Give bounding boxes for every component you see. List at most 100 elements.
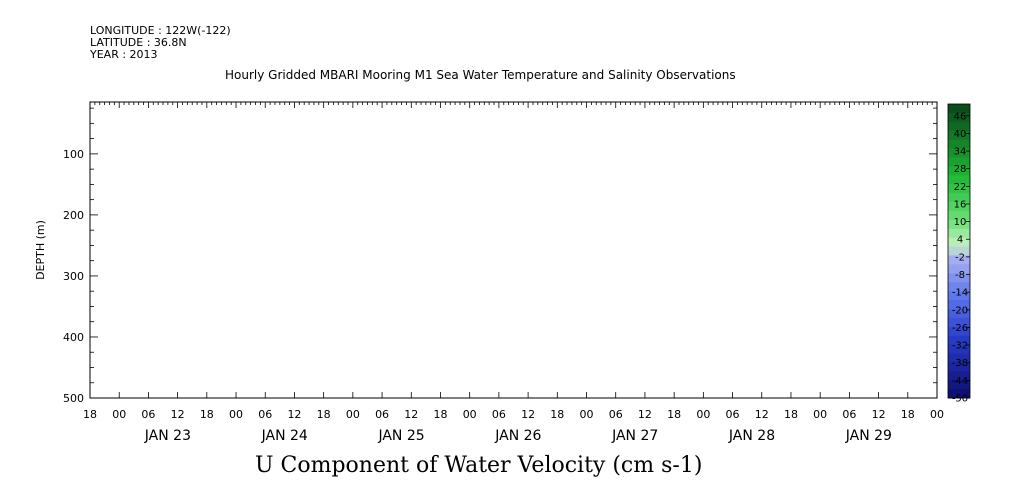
colorbar-bin — [948, 121, 970, 132]
x-hour-label: 18 — [200, 408, 214, 421]
colorbar-bin — [948, 264, 970, 274]
colorbar-label: 4 — [957, 235, 963, 246]
colorbar-label: 34 — [954, 147, 967, 158]
colorbar-bin — [948, 362, 970, 372]
x-hour-label: 12 — [521, 408, 535, 421]
colorbar-bin — [948, 317, 970, 328]
x-hour-label: 18 — [784, 408, 798, 421]
colorbar-label: 46 — [954, 111, 967, 122]
colorbar-bin — [948, 237, 970, 247]
x-day-label: JAN 27 — [611, 428, 658, 444]
y-tick-label: 200 — [63, 209, 84, 222]
colorbar-label: -44 — [952, 376, 968, 387]
colorbar-bin — [948, 210, 970, 221]
colorbar-label: -14 — [952, 288, 968, 299]
colorbar: 46 40 34 28 22 16 10 4 -2 -8 -14 -20 -26 -32 -38 -44 -50 — [947, 103, 971, 405]
colorbar-bin — [948, 246, 970, 256]
year-label: YEAR : 2013 — [90, 48, 158, 61]
colorbar-bin — [948, 193, 970, 203]
x-hour-label: 12 — [638, 408, 652, 421]
x-hour-label: 06 — [375, 408, 389, 421]
colorbar-label: 28 — [954, 164, 967, 175]
colorbar-bin — [948, 300, 970, 310]
colorbar-bin — [948, 130, 970, 141]
colorbar-bin — [948, 273, 970, 283]
x-hour-label: 06 — [842, 408, 856, 421]
plot-frame — [89, 101, 938, 399]
colorbar-frame — [947, 103, 971, 399]
x-hour-label: 12 — [171, 408, 185, 421]
x-hour-label: 06 — [609, 408, 623, 421]
x-hour-label: 12 — [287, 408, 301, 421]
colorbar-bin — [948, 371, 970, 381]
x-day-label: JAN 24 — [261, 428, 308, 444]
x-hour-label: 00 — [346, 408, 360, 421]
x-hour-label: 00 — [813, 408, 827, 421]
colorbar-label: -32 — [952, 341, 968, 352]
x-hour-label: 12 — [404, 408, 418, 421]
colorbar-bin — [948, 202, 970, 212]
colorbar-bin — [948, 157, 970, 167]
y-tick-label: 500 — [63, 392, 84, 405]
x-hour-label: 06 — [141, 408, 155, 421]
x-hour-label: 18 — [317, 408, 331, 421]
colorbar-bin — [948, 175, 970, 185]
colorbar-label: -50 — [952, 394, 968, 405]
x-hour-label: 06 — [726, 408, 740, 421]
colorbar-bin — [948, 291, 970, 301]
x-hour-label: 06 — [492, 408, 506, 421]
y-axis-label: DEPTH (m) — [34, 220, 47, 280]
colorbar-bin — [948, 335, 970, 345]
x-hour-label: 00 — [463, 408, 477, 421]
colorbar-bin — [948, 219, 970, 230]
colorbar-bin — [948, 353, 970, 363]
x-hour-label: 18 — [550, 408, 564, 421]
x-day-label: JAN 28 — [728, 428, 775, 444]
x-hour-label: 00 — [930, 408, 944, 421]
longitude-label: LONGITUDE : 122W(-122) — [90, 24, 231, 37]
x-hour-label: 18 — [433, 408, 447, 421]
colorbar-bin — [948, 389, 970, 399]
colorbar-label: -26 — [952, 323, 968, 334]
colorbar-bin — [948, 308, 970, 319]
x-day-label: JAN 25 — [377, 428, 424, 444]
x-hour-label: 12 — [872, 408, 886, 421]
colorbar-label: -38 — [952, 358, 968, 369]
colorbar-label: 16 — [954, 199, 967, 210]
y-tick-label: 300 — [63, 270, 84, 283]
colorbar-bin — [948, 112, 970, 123]
colorbar-bin — [948, 148, 970, 158]
colorbar-bin — [948, 326, 970, 337]
colorbar-bin — [948, 104, 970, 114]
y-tick-label: 400 — [63, 331, 84, 344]
colorbar-bin — [948, 228, 970, 239]
colorbar-label: -2 — [955, 252, 965, 263]
colorbar-label: 10 — [954, 217, 967, 228]
x-hour-label: 18 — [667, 408, 681, 421]
x-hour-label: 18 — [83, 408, 97, 421]
colorbar-bin — [948, 184, 970, 194]
colorbar-bin — [948, 344, 970, 354]
colorbar-bin — [948, 380, 970, 390]
y-tick-label: 100 — [63, 148, 84, 161]
x-hour-label: 00 — [696, 408, 710, 421]
x-day-label: JAN 29 — [845, 428, 892, 444]
x-hour-label: 00 — [580, 408, 594, 421]
colorbar-label: 22 — [954, 182, 967, 193]
x-day-label: JAN 26 — [494, 428, 541, 444]
x-hour-label: 18 — [901, 408, 915, 421]
colorbar-label: 40 — [954, 129, 967, 140]
colorbar-bin — [948, 139, 970, 149]
chart-title: U Component of Water Velocity (cm s-1) — [255, 453, 703, 478]
colorbar-bin — [948, 166, 970, 176]
latitude-label: LATITUDE : 36.8N — [90, 36, 187, 49]
axes: 18 00 06 12 18 00 06 12 18 00 06 12 18 00 06 12 18 00 06 12… — [34, 101, 944, 444]
colorbar-bin — [948, 255, 970, 265]
x-hour-label: 00 — [229, 408, 243, 421]
x-day-label: JAN 23 — [144, 428, 191, 444]
colorbar-label: -20 — [952, 305, 968, 316]
x-hour-label: 06 — [258, 408, 272, 421]
plot-title: Hourly Gridded MBARI Mooring M1 Sea Wate… — [225, 68, 736, 82]
x-hour-label: 12 — [755, 408, 769, 421]
